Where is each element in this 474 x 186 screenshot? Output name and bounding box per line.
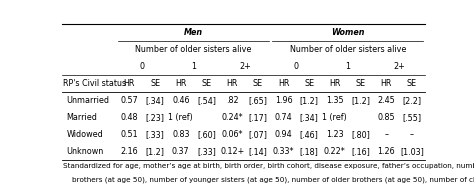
Text: Unmarried: Unmarried — [66, 96, 109, 105]
Text: Number of older sisters alive: Number of older sisters alive — [136, 45, 252, 54]
Text: 1: 1 — [345, 62, 350, 71]
Text: 0.24*: 0.24* — [221, 113, 243, 122]
Text: [.16]: [.16] — [351, 147, 370, 156]
Text: SE: SE — [253, 79, 263, 88]
Text: [1.2]: [1.2] — [351, 96, 370, 105]
Text: 1: 1 — [191, 62, 196, 71]
Text: –: – — [384, 130, 388, 139]
Text: 0.48: 0.48 — [121, 113, 138, 122]
Text: [.34]: [.34] — [146, 96, 164, 105]
Text: [1.03]: [1.03] — [400, 147, 424, 156]
Text: 1 (ref): 1 (ref) — [322, 113, 347, 122]
Text: brothers (at age 50), number of younger sisters (at age 50), number of older bro: brothers (at age 50), number of younger … — [64, 177, 474, 183]
Text: –: – — [410, 130, 414, 139]
Text: 0.12+: 0.12+ — [220, 147, 244, 156]
Text: [.54]: [.54] — [197, 96, 216, 105]
Text: [.34]: [.34] — [300, 113, 319, 122]
Text: [.60]: [.60] — [197, 130, 216, 139]
Text: [.80]: [.80] — [351, 130, 370, 139]
Text: Married: Married — [66, 113, 98, 122]
Text: 0.57: 0.57 — [120, 96, 138, 105]
Text: 0.83: 0.83 — [172, 130, 190, 139]
Text: 0.33*: 0.33* — [273, 147, 294, 156]
Text: [.65]: [.65] — [248, 96, 267, 105]
Text: [.14]: [.14] — [248, 147, 267, 156]
Text: SE: SE — [150, 79, 160, 88]
Text: [.07]: [.07] — [248, 130, 267, 139]
Text: 0: 0 — [294, 62, 299, 71]
Text: 0.85: 0.85 — [377, 113, 395, 122]
Text: RP's Civil status: RP's Civil status — [64, 79, 127, 88]
Text: Standardized for age, mother’s age at birth, birth order, birth cohort, disease : Standardized for age, mother’s age at bi… — [64, 163, 474, 169]
Text: 0.46: 0.46 — [172, 96, 190, 105]
Text: 0.94: 0.94 — [275, 130, 292, 139]
Text: 1.35: 1.35 — [326, 96, 344, 105]
Text: 0: 0 — [140, 62, 145, 71]
Text: 2.16: 2.16 — [120, 147, 138, 156]
Text: [.18]: [.18] — [300, 147, 319, 156]
Text: 0.51: 0.51 — [120, 130, 138, 139]
Text: Widowed: Widowed — [66, 130, 103, 139]
Text: 2+: 2+ — [239, 62, 251, 71]
Text: [.46]: [.46] — [300, 130, 319, 139]
Text: 2.45: 2.45 — [377, 96, 395, 105]
Text: 1.96: 1.96 — [275, 96, 292, 105]
Text: SE: SE — [356, 79, 365, 88]
Text: 0.37: 0.37 — [172, 147, 190, 156]
Text: 0.22*: 0.22* — [324, 147, 346, 156]
Text: HR: HR — [175, 79, 186, 88]
Text: [.23]: [.23] — [146, 113, 164, 122]
Text: Number of older sisters alive: Number of older sisters alive — [290, 45, 406, 54]
Text: [.33]: [.33] — [146, 130, 164, 139]
Text: SE: SE — [201, 79, 211, 88]
Text: HR: HR — [329, 79, 340, 88]
Text: HR: HR — [227, 79, 238, 88]
Text: Men: Men — [184, 28, 203, 37]
Text: 2+: 2+ — [393, 62, 405, 71]
Text: [1.2]: [1.2] — [300, 96, 319, 105]
Text: [.17]: [.17] — [248, 113, 267, 122]
Text: [.33]: [.33] — [197, 147, 216, 156]
Text: 0.74: 0.74 — [275, 113, 292, 122]
Text: .82: .82 — [226, 96, 238, 105]
Text: SE: SE — [407, 79, 417, 88]
Text: Women: Women — [331, 28, 365, 37]
Text: Unknown: Unknown — [66, 147, 104, 156]
Text: HR: HR — [381, 79, 392, 88]
Text: HR: HR — [278, 79, 289, 88]
Text: [1.2]: [1.2] — [146, 147, 164, 156]
Text: HR: HR — [124, 79, 135, 88]
Text: 0.06*: 0.06* — [221, 130, 243, 139]
Text: 1.26: 1.26 — [377, 147, 395, 156]
Text: [2.2]: [2.2] — [402, 96, 421, 105]
Text: 1 (ref): 1 (ref) — [168, 113, 193, 122]
Text: [.55]: [.55] — [402, 113, 421, 122]
Text: SE: SE — [304, 79, 314, 88]
Text: 1.23: 1.23 — [326, 130, 344, 139]
